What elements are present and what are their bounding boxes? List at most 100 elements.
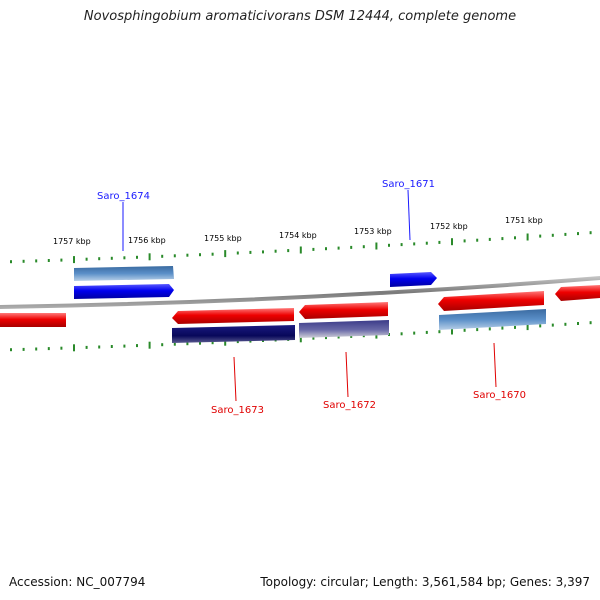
- minor-tick: [350, 334, 353, 338]
- minor-tick: [249, 339, 252, 343]
- gene-saro-1670-cds[interactable]: [439, 309, 546, 330]
- genome-stats-label: Topology: circular; Length: 3,561,584 bp…: [260, 575, 590, 589]
- tick-label-1757: 1757 kbp: [53, 237, 91, 246]
- major-tick: [526, 323, 529, 331]
- minor-tick: [236, 340, 239, 344]
- gene-saro-1674-cds[interactable]: [74, 266, 174, 281]
- minor-tick: [325, 336, 327, 340]
- minor-tick: [161, 343, 164, 347]
- gene-label-saro-1673[interactable]: Saro_1673: [211, 405, 264, 416]
- minor-tick: [551, 233, 554, 237]
- minor-tick: [249, 250, 252, 254]
- minor-tick: [173, 342, 176, 346]
- gene-saro-1673-cds[interactable]: [172, 325, 295, 343]
- minor-tick: [551, 323, 554, 327]
- minor-tick: [488, 327, 491, 331]
- leader-saro-1673: [233, 356, 237, 402]
- major-tick: [224, 250, 227, 258]
- accession-label: Accession: NC_007794: [9, 575, 146, 589]
- top-strand-features[interactable]: [74, 266, 437, 299]
- minor-tick: [98, 345, 101, 349]
- minor-tick: [199, 253, 201, 257]
- minor-tick: [577, 232, 579, 236]
- major-tick: [299, 335, 302, 343]
- minor-tick: [388, 243, 390, 247]
- minor-tick: [123, 344, 126, 348]
- minor-tick: [514, 325, 516, 329]
- minor-tick: [438, 240, 441, 244]
- minor-tick: [413, 331, 416, 335]
- tick-label-1754: 1754 kbp: [279, 231, 317, 240]
- minor-tick: [362, 245, 365, 249]
- minor-tick: [564, 322, 567, 326]
- gene-saro-1672-cds[interactable]: [299, 320, 389, 338]
- gene-saro-1674-arrow[interactable]: [74, 284, 174, 299]
- major-tick: [73, 256, 75, 264]
- gene-saro-1672-arrow[interactable]: [299, 302, 388, 319]
- right-edge-gene-arrow[interactable]: [555, 285, 600, 301]
- minor-tick: [22, 347, 25, 351]
- tick-label-1756: 1756 kbp: [128, 236, 166, 245]
- minor-tick: [211, 341, 214, 345]
- minor-tick: [425, 330, 428, 334]
- tick-label-1753: 1753 kbp: [354, 227, 392, 236]
- minor-tick: [463, 328, 466, 332]
- major-tick: [148, 253, 151, 261]
- leader-saro-1670: [493, 342, 497, 388]
- gene-labels: Saro_1674 Saro_1671 Saro_1673 Saro_1672 …: [97, 179, 526, 416]
- minor-tick: [488, 237, 491, 241]
- minor-tick: [110, 345, 113, 348]
- minor-tick: [98, 257, 101, 261]
- minor-tick: [136, 255, 138, 259]
- minor-tick: [539, 234, 542, 238]
- minor-tick: [35, 259, 38, 263]
- major-tick: [148, 341, 151, 349]
- minor-tick: [161, 254, 164, 258]
- leader-saro-1671: [407, 189, 411, 241]
- minor-tick: [312, 336, 315, 340]
- gene-label-saro-1674[interactable]: Saro_1674: [97, 191, 150, 202]
- minor-tick: [350, 245, 353, 249]
- genome-title: Novosphingobium aromaticivorans DSM 1244…: [83, 9, 517, 24]
- minor-tick: [85, 257, 88, 261]
- minor-tick: [274, 249, 277, 253]
- minor-tick: [186, 342, 189, 346]
- minor-tick: [211, 252, 214, 256]
- minor-tick: [325, 247, 327, 251]
- minor-tick: [60, 346, 63, 350]
- gene-saro-1670-arrow[interactable]: [438, 291, 544, 311]
- gene-label-saro-1670[interactable]: Saro_1670: [473, 390, 526, 401]
- minor-tick: [501, 326, 504, 330]
- minor-tick: [463, 239, 466, 243]
- minor-tick: [199, 341, 201, 345]
- gene-saro-1673-arrow[interactable]: [172, 308, 294, 324]
- major-tick: [375, 242, 378, 250]
- minor-tick: [425, 241, 428, 245]
- bottom-strand-features[interactable]: [0, 285, 600, 343]
- minor-tick: [577, 322, 579, 325]
- minor-tick: [400, 332, 403, 336]
- minor-tick: [236, 251, 239, 255]
- major-tick: [451, 327, 453, 335]
- minor-tick: [262, 250, 264, 254]
- minor-tick: [476, 328, 479, 332]
- gene-label-saro-1671[interactable]: Saro_1671: [382, 179, 435, 190]
- minor-tick: [514, 236, 516, 240]
- minor-tick: [85, 345, 88, 349]
- left-edge-gene-arrow[interactable]: [0, 313, 66, 327]
- minor-tick: [22, 259, 25, 263]
- minor-tick: [110, 256, 113, 260]
- minor-tick: [312, 247, 315, 251]
- tick-label-1755: 1755 kbp: [204, 234, 242, 243]
- minor-tick: [35, 347, 38, 351]
- major-tick: [451, 238, 453, 246]
- label-leaders: [122, 189, 497, 402]
- tick-label-1751: 1751 kbp: [505, 216, 543, 225]
- genome-backbone: [0, 276, 600, 309]
- tick-label-1752: 1752 kbp: [430, 222, 468, 231]
- gene-label-saro-1672[interactable]: Saro_1672: [323, 400, 376, 411]
- gene-saro-1671-arrow[interactable]: [390, 272, 437, 287]
- leader-saro-1672: [345, 351, 349, 398]
- major-tick: [299, 246, 302, 254]
